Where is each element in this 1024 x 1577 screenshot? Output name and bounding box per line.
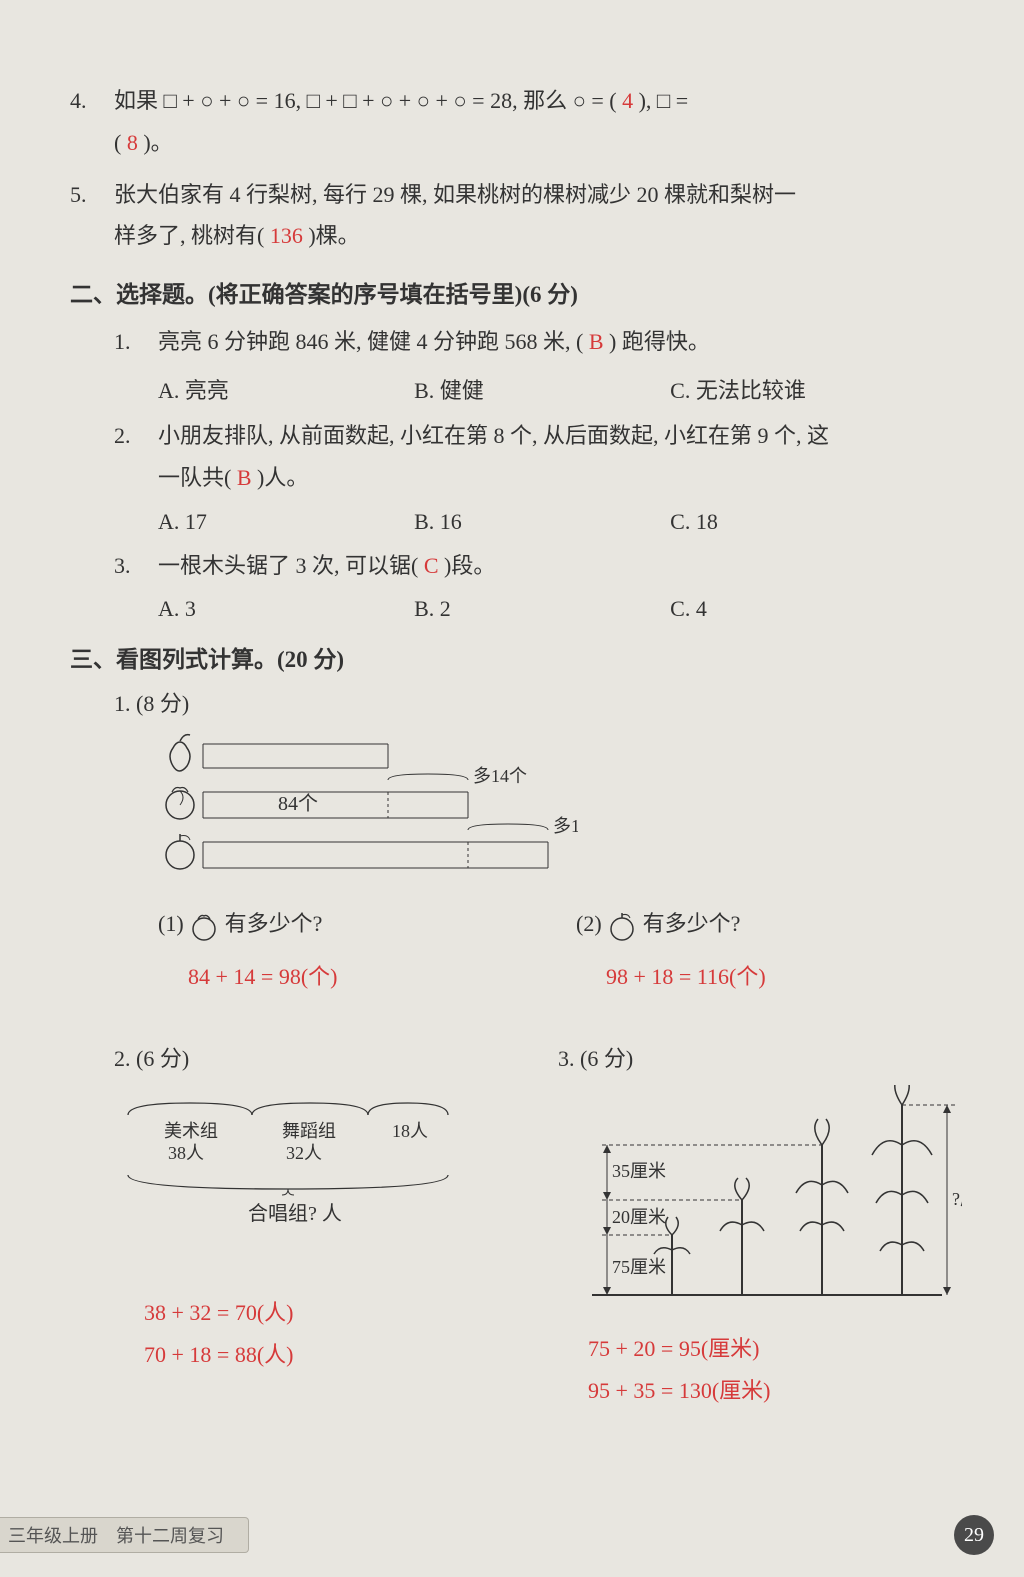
- answer: 70 + 18 = 88(人): [144, 1337, 498, 1369]
- option-a: A. 3: [158, 596, 414, 622]
- answer: 84 + 14 = 98(个): [188, 959, 516, 991]
- option-b: B. 2: [414, 596, 670, 622]
- q-body: 张大伯家有 4 行梨树, 每行 29 棵, 如果桃树的棵树减少 20 棵就和梨树…: [114, 174, 934, 258]
- s3-q3-label: 3. (6 分): [558, 1041, 962, 1073]
- answer: B: [237, 465, 252, 490]
- answer: 95 + 35 = 130(厘米): [588, 1373, 962, 1405]
- bar-diagram-icon: 84个 多14个 多18个: [158, 730, 578, 890]
- answer: 4: [622, 88, 633, 113]
- apple-icon: [607, 911, 637, 941]
- q-body: 小朋友排队, 从前面数起, 小红在第 8 个, 从后面数起, 小红在第 9 个,…: [158, 415, 934, 499]
- sub-label: (1): [158, 911, 184, 936]
- footer-text: 三年级上册 第十二周复习: [0, 1517, 249, 1553]
- q-text: ) 跑得快。: [609, 329, 710, 354]
- q-body: 亮亮 6 分钟跑 846 米, 健健 4 分钟跑 568 米, ( B ) 跑得…: [158, 321, 934, 363]
- q-number: 5.: [70, 174, 114, 258]
- option-a: A. 17: [158, 509, 414, 535]
- answer: B: [589, 329, 604, 354]
- q-text: 如果 □ + ○ + ○ = 16, □ + □ + ○ + ○ + ○ = 2…: [114, 88, 617, 113]
- page-number: 29: [954, 1515, 994, 1555]
- option-b: B. 健健: [414, 373, 670, 405]
- svg-text:美术组: 美术组: [164, 1121, 218, 1141]
- q-text: (: [114, 130, 121, 155]
- question-5: 5. 张大伯家有 4 行梨树, 每行 29 棵, 如果桃树的棵树减少 20 棵就…: [70, 174, 934, 258]
- s2-q2-options: A. 17 B. 16 C. 18: [158, 509, 934, 535]
- svg-text:多18个: 多18个: [553, 816, 578, 836]
- svg-text:35厘米: 35厘米: [612, 1161, 666, 1181]
- s2-q3: 3. 一根木头锯了 3 次, 可以锯( C )段。: [114, 545, 934, 587]
- page-content: 4. 如果 □ + ○ + ○ = 16, □ + □ + ○ + ○ + ○ …: [0, 0, 1024, 1455]
- section-3-heading: 三、看图列式计算。(20 分): [70, 640, 934, 674]
- q-text: )。: [143, 130, 172, 155]
- q-text: 一根木头锯了 3 次, 可以锯(: [158, 553, 418, 578]
- svg-text:32人: 32人: [286, 1143, 322, 1163]
- sub-text: 有多少个?: [225, 911, 323, 936]
- s3-q1-sub1: (1) 有多少个?: [158, 906, 516, 941]
- q-body: 如果 □ + ○ + ○ = 16, □ + □ + ○ + ○ + ○ = 2…: [114, 80, 934, 164]
- brace-diagram-icon: 美术组 38人 舞蹈组 32人 18人 合唱组? 人: [118, 1085, 498, 1235]
- q-number: 1.: [114, 321, 158, 363]
- svg-text:84个: 84个: [278, 792, 318, 815]
- plants-diagram-icon: 35厘米 20厘米 75厘米 ?厘米: [562, 1085, 962, 1315]
- s3-q2-label: 2. (6 分): [114, 1041, 498, 1073]
- svg-text:多14个: 多14个: [473, 766, 527, 786]
- svg-text:舞蹈组: 舞蹈组: [282, 1121, 336, 1141]
- peach-icon: [189, 911, 219, 941]
- s2-q2: 2. 小朋友排队, 从前面数起, 小红在第 8 个, 从后面数起, 小红在第 9…: [114, 415, 934, 499]
- s3-q3-diagram: 35厘米 20厘米 75厘米 ?厘米: [562, 1085, 962, 1315]
- svg-text:合唱组? 人: 合唱组? 人: [248, 1202, 342, 1225]
- q-body: 一根木头锯了 3 次, 可以锯( C )段。: [158, 545, 934, 587]
- q-number: 4.: [70, 80, 114, 164]
- s3-q2-diagram: 美术组 38人 舞蹈组 32人 18人 合唱组? 人: [118, 1085, 498, 1235]
- q-text: ), □ =: [639, 88, 689, 113]
- q-text: 样多了, 桃树有(: [114, 223, 264, 248]
- option-a: A. 亮亮: [158, 373, 414, 405]
- s3-q2-q3: 2. (6 分) 美术组 38人 舞蹈组 32人 18人: [114, 1041, 934, 1415]
- q-text: 亮亮 6 分钟跑 846 米, 健健 4 分钟跑 568 米, (: [158, 329, 583, 354]
- sub-label: (2): [576, 911, 602, 936]
- answer: 38 + 32 = 70(人): [144, 1295, 498, 1327]
- q-text: 小朋友排队, 从前面数起, 小红在第 8 个, 从后面数起, 小红在第 9 个,…: [158, 423, 829, 448]
- svg-text:38人: 38人: [168, 1143, 204, 1163]
- svg-text:18人: 18人: [392, 1121, 428, 1141]
- option-b: B. 16: [414, 509, 670, 535]
- q-number: 2.: [114, 415, 158, 499]
- s2-q1: 1. 亮亮 6 分钟跑 846 米, 健健 4 分钟跑 568 米, ( B )…: [114, 321, 934, 363]
- question-4: 4. 如果 □ + ○ + ○ = 16, □ + □ + ○ + ○ + ○ …: [70, 80, 934, 164]
- s3-q1-label: 1. (8 分): [114, 686, 934, 718]
- s2-q1-options: A. 亮亮 B. 健健 C. 无法比较谁: [158, 373, 934, 405]
- answer: 8: [127, 130, 138, 155]
- s2-q3-options: A. 3 B. 2 C. 4: [158, 596, 934, 622]
- answer: 136: [270, 223, 303, 248]
- option-c: C. 18: [670, 509, 926, 535]
- s3-q1-sub2: (2) 有多少个?: [576, 906, 934, 941]
- svg-text:75厘米: 75厘米: [612, 1257, 666, 1277]
- q-text: 一队共(: [158, 465, 231, 490]
- s3-q1-subs: (1) 有多少个? 84 + 14 = 98(个) (2): [158, 906, 934, 1001]
- svg-text:20厘米: 20厘米: [612, 1207, 666, 1227]
- q-text: 张大伯家有 4 行梨树, 每行 29 棵, 如果桃树的棵树减少 20 棵就和梨树…: [114, 182, 796, 207]
- sub-text: 有多少个?: [643, 911, 741, 936]
- option-c: C. 4: [670, 596, 926, 622]
- s3-q1-diagram: 84个 多14个 多18个: [158, 730, 934, 890]
- q-text: )人。: [257, 465, 308, 490]
- option-c: C. 无法比较谁: [670, 373, 926, 405]
- q-text: )段。: [444, 553, 495, 578]
- section-2-heading: 二、选择题。(将正确答案的序号填在括号里)(6 分): [70, 275, 934, 309]
- page-footer: 三年级上册 第十二周复习 29: [0, 1515, 1024, 1555]
- answer: 98 + 18 = 116(个): [606, 959, 934, 991]
- q-number: 3.: [114, 545, 158, 587]
- answer: C: [424, 553, 439, 578]
- svg-text:?厘米: ?厘米: [952, 1189, 962, 1209]
- q-text: )棵。: [308, 223, 359, 248]
- answer: 75 + 20 = 95(厘米): [588, 1331, 962, 1363]
